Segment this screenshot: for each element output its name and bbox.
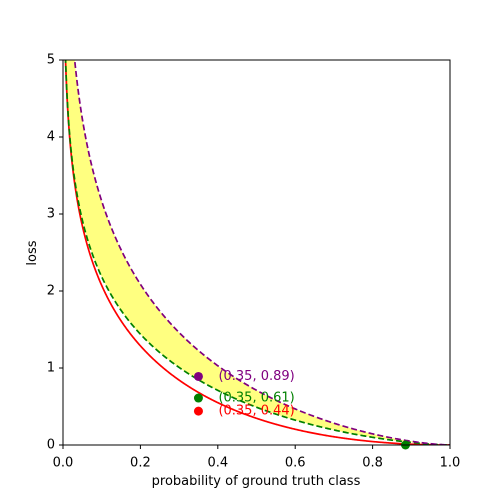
chart-marks: (0.35, 0.44)(0.35, 0.61) (0.35, 0.89) — [64, 60, 450, 450]
y-tick-label-0: 0 — [47, 438, 55, 453]
series-line-0 — [64, 60, 450, 445]
point-label-2: (0.35, 0.89) — [218, 369, 294, 384]
y-tick-label-1: 1 — [47, 361, 55, 376]
y-tick-label-3: 3 — [47, 207, 55, 222]
point-label-0: (0.35, 0.44) — [218, 404, 294, 419]
x-axis-label: probability of ground truth class — [152, 474, 361, 489]
shaded-band — [65, 60, 450, 445]
series-line-2 — [73, 60, 450, 445]
x-tick-label-1: 0.2 — [130, 456, 151, 471]
y-tick-label-4: 4 — [47, 130, 55, 145]
axes-frame — [62, 59, 451, 446]
point-label-1: (0.35, 0.61) — [218, 391, 294, 406]
x-tick-label-4: 0.8 — [362, 456, 383, 471]
x-tick-label-2: 0.4 — [207, 456, 228, 471]
axes: 0.0 0.2 0.4 0.6 0.8 1.0 0 1 2 3 4 5 — [47, 53, 461, 471]
data-point-2 — [193, 371, 203, 381]
x-tick-label-5: 1.0 — [440, 456, 461, 471]
data-point-0 — [193, 406, 203, 416]
data-point-1 — [193, 393, 203, 403]
series-line-1 — [64, 60, 450, 445]
y-tick-label-2: 2 — [47, 284, 55, 299]
y-tick-label-5: 5 — [47, 53, 55, 68]
x-tick-label-3: 0.6 — [285, 456, 306, 471]
x-tick-label-0: 0.0 — [53, 456, 74, 471]
y-axis-label: loss — [25, 240, 40, 265]
